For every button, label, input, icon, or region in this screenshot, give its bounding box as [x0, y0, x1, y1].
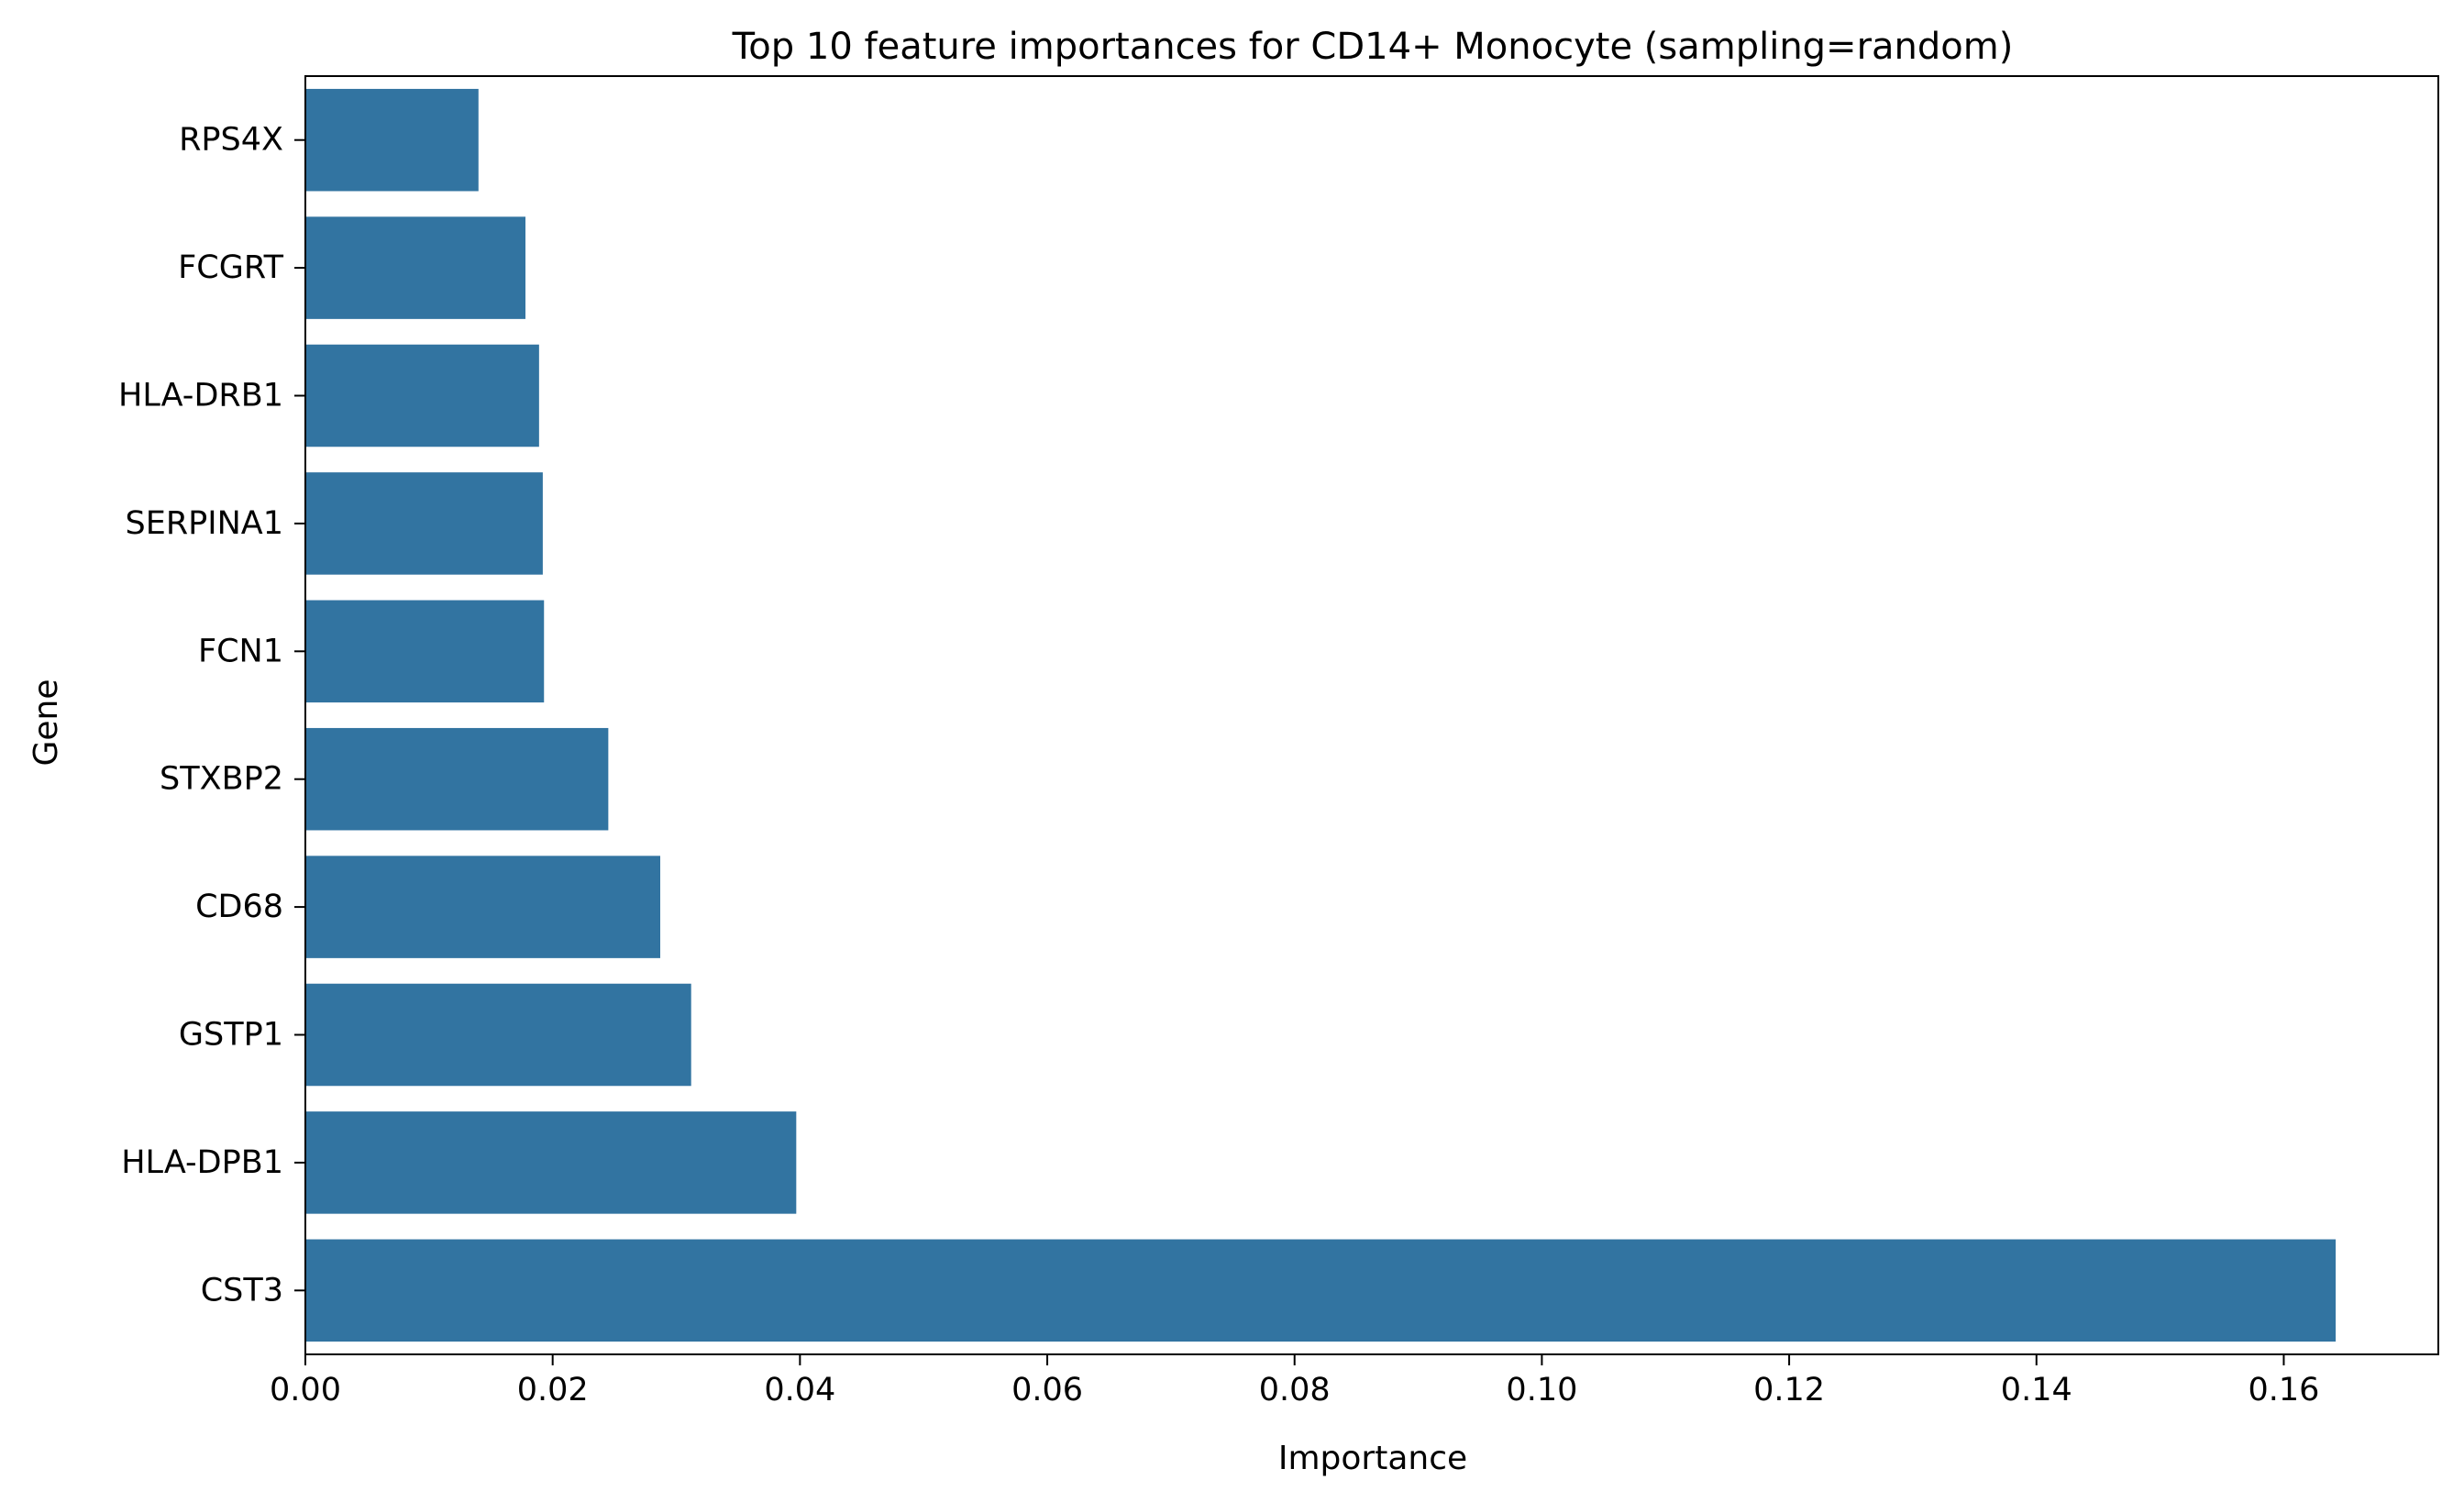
- x-tick-label: 0.14: [2001, 1372, 2072, 1408]
- x-tick-label: 0.10: [1506, 1372, 1577, 1408]
- y-tick-label: CST3: [201, 1272, 283, 1309]
- bar-fcgrt: [305, 216, 526, 319]
- y-tick-label: HLA-DRB1: [118, 378, 283, 414]
- y-tick-label: HLA-DPB1: [121, 1144, 283, 1181]
- y-tick-label: CD68: [195, 889, 283, 925]
- bar-cd68: [305, 856, 660, 958]
- bar-cst3: [305, 1239, 2337, 1342]
- y-tick-label: FCN1: [198, 633, 283, 669]
- y-axis-ticks: RPS4X FCGRT HLA-DRB1 SERPINA1 FCN1 STXBP2 CD68…: [118, 122, 305, 1309]
- y-tick-label: FCGRT: [178, 249, 283, 286]
- x-tick-label: 0.08: [1259, 1372, 1331, 1408]
- y-axis-label: Gene: [28, 679, 65, 766]
- bar-stxbp2: [305, 727, 609, 831]
- bar-hla-drb1: [305, 344, 539, 447]
- y-tick-label: GSTP1: [179, 1017, 283, 1054]
- bar-rps4x: [305, 88, 479, 192]
- x-tick-label: 0.04: [764, 1372, 835, 1408]
- x-tick-label: 0.12: [1753, 1372, 1825, 1408]
- x-tick-label: 0.02: [517, 1372, 589, 1408]
- x-axis-ticks: 0.00 0.02 0.04 0.06 0.08 0.10 0.12 0.14 0.16: [270, 1354, 2319, 1408]
- y-tick-label: SERPINA1: [126, 505, 283, 542]
- y-tick-label: RPS4X: [179, 122, 283, 159]
- bar-gstp1: [305, 983, 691, 1087]
- x-axis-label: Importance: [1278, 1440, 1467, 1477]
- y-tick-label: STXBP2: [160, 761, 283, 798]
- chart-title: Top 10 feature importances for CD14+ Mon…: [732, 26, 2014, 68]
- plot-frame: [304, 75, 2439, 1355]
- bar-serpina1: [305, 472, 543, 575]
- bar-hla-dpb1: [305, 1111, 797, 1214]
- bar-fcn1: [305, 600, 545, 703]
- x-tick-label: 0.06: [1011, 1372, 1083, 1408]
- x-tick-label: 0.00: [270, 1372, 341, 1408]
- x-tick-label: 0.16: [2248, 1372, 2319, 1408]
- bars-group: [305, 88, 2337, 1342]
